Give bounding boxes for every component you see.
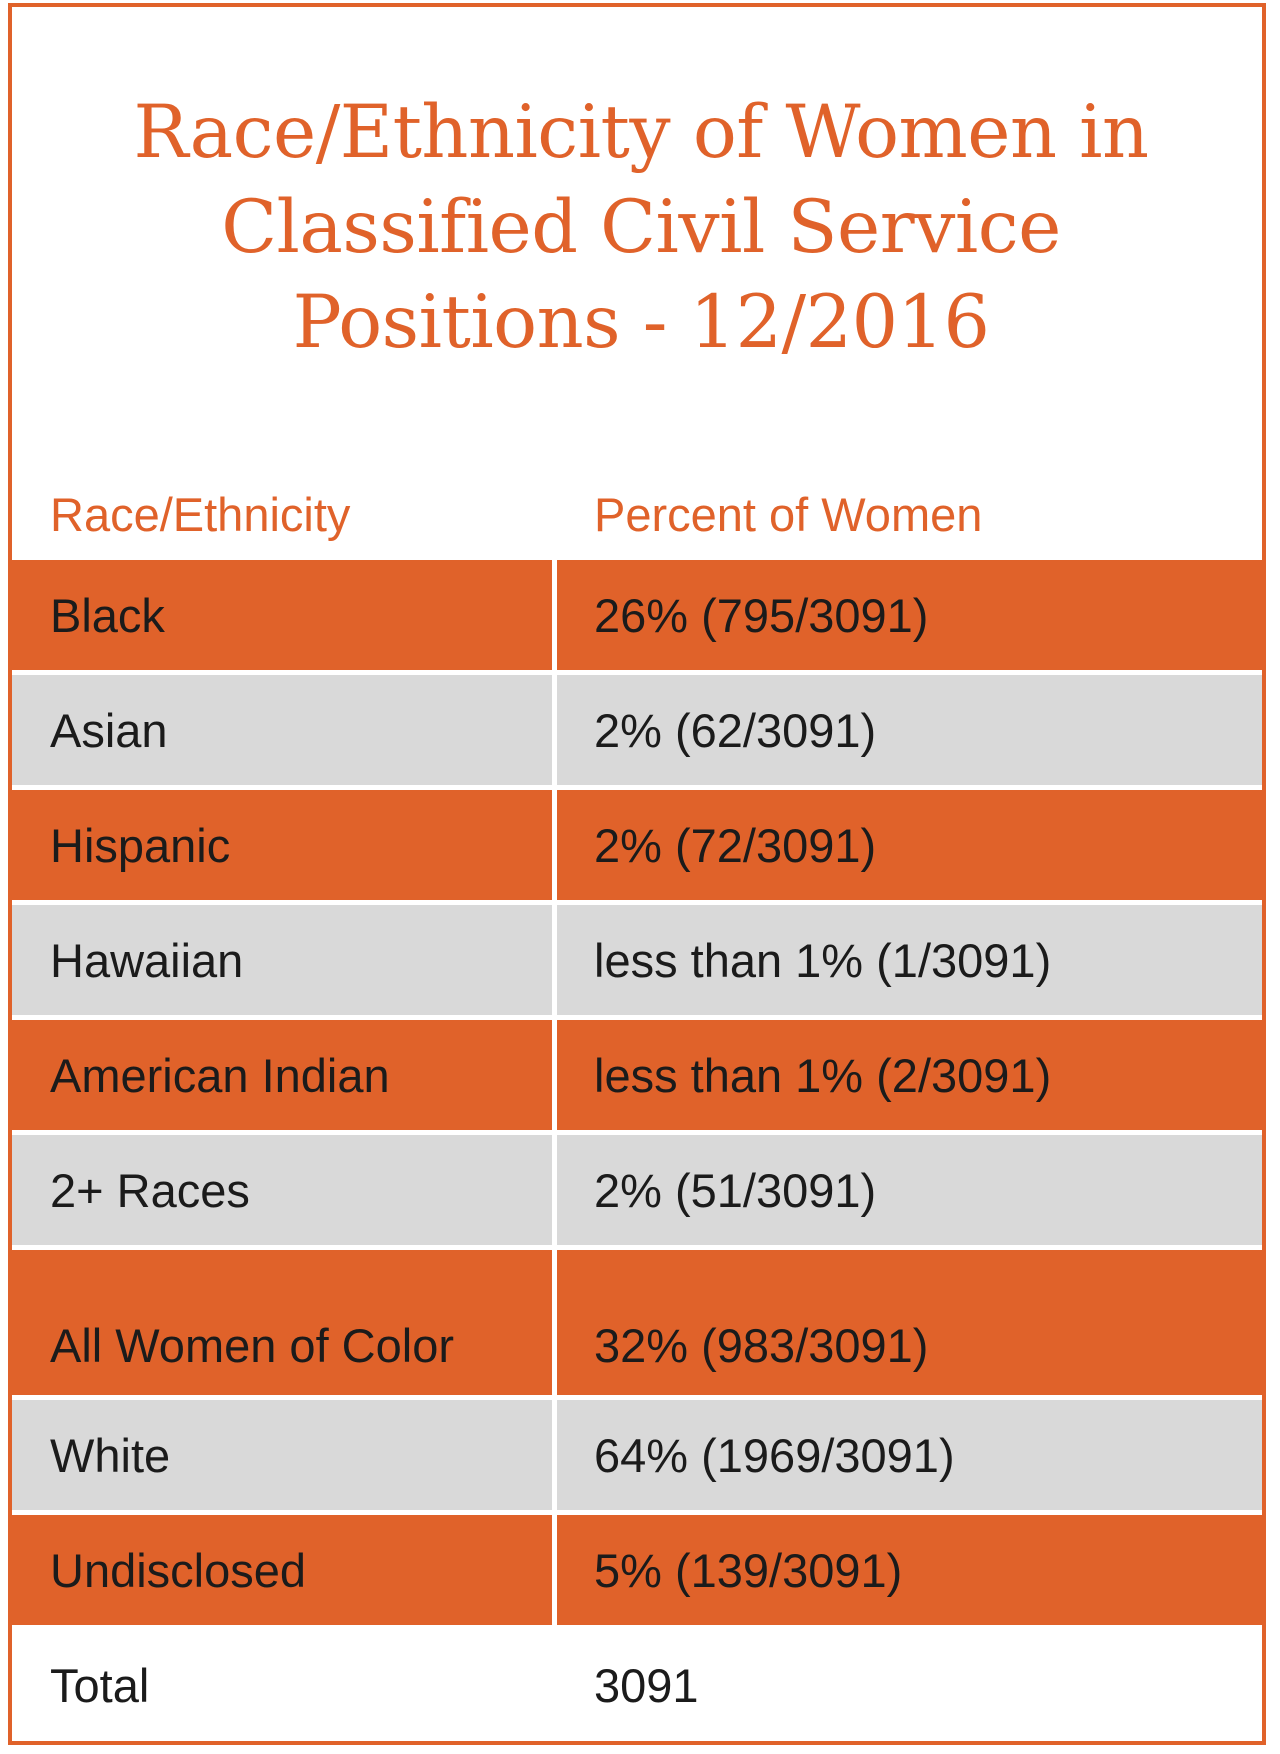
table-row: Hawaiian less than 1% (1/3091)	[12, 905, 1262, 1015]
table-row: White 64% (1969/3091)	[12, 1400, 1262, 1510]
row-label: Total	[12, 1630, 552, 1740]
row-label: Hispanic	[12, 790, 552, 900]
page-title: Race/Ethnicity of Women in Classified Ci…	[8, 85, 1274, 370]
row-value: less than 1% (2/3091)	[557, 1020, 1262, 1130]
row-label: American Indian	[12, 1020, 552, 1130]
row-label: White	[12, 1400, 552, 1510]
table-row: All Women of Color 32% (983/3091)	[12, 1250, 1262, 1395]
title-line-1: Race/Ethnicity of Women in	[133, 90, 1149, 175]
row-value: 2% (51/3091)	[557, 1135, 1262, 1245]
row-value: 3091	[557, 1630, 1262, 1740]
row-value: 5% (139/3091)	[557, 1515, 1262, 1625]
row-value: less than 1% (1/3091)	[557, 905, 1262, 1015]
row-label: 2+ Races	[12, 1135, 552, 1245]
title-line-3: Positions - 12/2016	[292, 280, 990, 365]
table-row: Undisclosed 5% (139/3091)	[12, 1515, 1262, 1625]
row-label: All Women of Color	[12, 1250, 552, 1395]
title-line-2: Classified Civil Service	[221, 185, 1061, 270]
table-header: Race/Ethnicity Percent of Women	[12, 480, 1262, 550]
row-value: 2% (62/3091)	[557, 675, 1262, 785]
row-value: 32% (983/3091)	[557, 1250, 1262, 1395]
row-value: 26% (795/3091)	[557, 560, 1262, 670]
row-value: 2% (72/3091)	[557, 790, 1262, 900]
table-row: 2+ Races 2% (51/3091)	[12, 1135, 1262, 1245]
row-label: Asian	[12, 675, 552, 785]
row-label: Undisclosed	[12, 1515, 552, 1625]
table-row: American Indian less than 1% (2/3091)	[12, 1020, 1262, 1130]
column-header-race: Race/Ethnicity	[50, 488, 351, 541]
table-row: Asian 2% (62/3091)	[12, 675, 1262, 785]
column-header-percent: Percent of Women	[594, 488, 983, 541]
table-row: Hispanic 2% (72/3091)	[12, 790, 1262, 900]
row-label: Black	[12, 560, 552, 670]
table-row-total: Total 3091	[12, 1630, 1262, 1740]
row-value: 64% (1969/3091)	[557, 1400, 1262, 1510]
table-row: Black 26% (795/3091)	[12, 560, 1262, 670]
row-label: Hawaiian	[12, 905, 552, 1015]
